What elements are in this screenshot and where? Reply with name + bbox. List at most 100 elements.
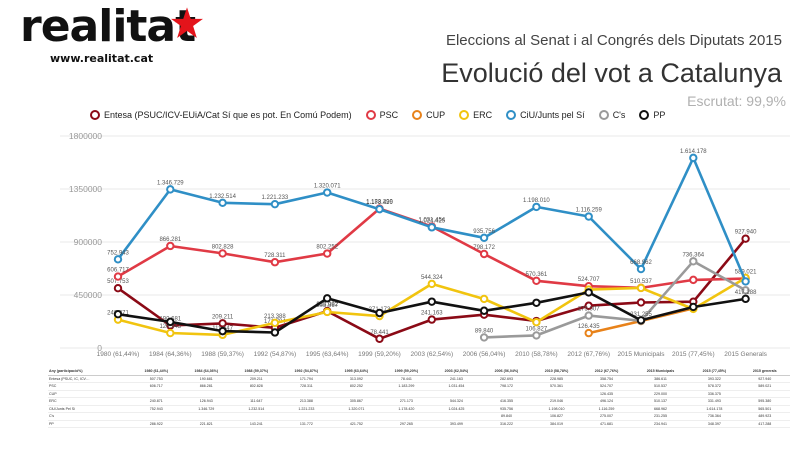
table-cell: 595.380 [739,397,790,406]
table-cell [739,390,790,398]
table-cell: 241.163 [431,375,482,383]
table-header-cell: 1995 (63,64%) [331,368,382,376]
data-label: 510.537 [630,279,652,285]
data-point-ciu [741,277,750,286]
table-cell: 507.753 [131,375,182,383]
data-label: 802.828 [212,244,234,250]
table-cell: 240.871 [131,397,182,406]
data-label: 544.324 [421,275,443,281]
data-point-erc [479,294,489,304]
table-header-cell: 2015 generals [739,368,790,376]
table-header-cell: 2010 (58,78%) [531,368,582,376]
table-cell [381,412,432,421]
data-point-entesa [218,319,227,328]
data-point-erc [166,328,175,338]
data-label: 570.361 [526,272,548,278]
table-cell [231,390,282,398]
data-label: 275.007 [578,307,600,313]
table-cell: 336.375 [689,390,740,398]
table-cell: 565.501 [739,405,790,413]
data-point-cs [584,311,593,320]
data-label: 1.346.729 [157,180,184,186]
chart-legend: Entesa (PSUC/ICV-EUiA/Cat Sí que es pot.… [90,110,679,120]
table-cell: 228.985 [531,375,582,383]
table-row: CUP 126.435 229.000 336.375 [48,390,790,398]
data-point-pp [166,317,175,327]
table-cell: CUP [48,390,132,398]
data-label: 305.867 [316,303,338,309]
table-cell: 1.178.420 [381,405,432,413]
x-tick-label: 1999 (59,20%) [358,351,401,358]
table-cell: 393.322 [689,375,740,383]
table-cell: 384.019 [531,420,582,428]
page-subtitle: Eleccions al Senat i al Congrés dels Dip… [445,32,782,49]
data-point-erc [427,279,436,289]
table-cell: 78.441 [381,375,432,383]
data-label: 1.320.071 [314,184,341,190]
data-label: 927.940 [735,230,757,236]
x-tick-label: 2015 Generals [724,351,767,358]
table-cell: 802.252 [331,382,382,391]
data-point-erc [636,283,646,293]
line-chart: 0 450000 900000 1350000 1800000 1980 (61,44%)… [60,131,790,358]
data-point-ciu [532,202,541,212]
table-cell: 416.355 [481,397,532,406]
data-point-pp [479,306,489,315]
data-point-ciu [636,264,646,274]
table-cell: 231.255 [631,412,690,421]
table-cell: 668.962 [631,405,690,413]
legend-swatch [365,110,376,120]
table-cell: 1.346.729 [181,405,232,413]
data-label: 106.827 [526,326,548,332]
data-point-ciu [166,185,175,194]
table-cell: 510.137 [631,397,690,406]
data-point-entesa [741,234,750,243]
data-point-pp [584,288,593,297]
table-cell: 798.172 [481,382,532,391]
data-label: 213.388 [264,314,286,320]
data-label: 668.962 [630,260,652,266]
legend-swatch [639,110,650,120]
y-tick-label: 1800000 [69,131,102,141]
legend-item-cup: CUP [412,110,445,120]
data-label: 1.614.178 [680,149,707,155]
table-header-row: Any (participació%) 1980 (61,44%) 1984 (64… [48,368,790,376]
legend-label: CUP [426,110,446,120]
legend-item-cs: C's [598,110,625,120]
data-point-pp [741,294,750,304]
x-tick-label: 1988 (59,37%) [201,351,244,358]
data-label: 1.198.010 [523,198,550,204]
table-cell [331,412,382,421]
data-point-ciu [689,153,698,163]
table-row: C's 89.840 106.827 275.007 231.255 736.364 489… [48,412,790,421]
data-label: 89.840 [475,328,494,334]
data-point-cs [741,286,750,295]
data-point-cup [584,328,593,338]
series-line-cs [484,260,747,339]
legend-item-psc: PSC [365,110,399,120]
table-cell: 316.222 [481,420,532,428]
data-point-cs [532,331,541,340]
table-cell [281,412,332,421]
table-row: CiU/Junts Pel Sí 752.943 1.346.729 1.232.51… [48,405,790,413]
table-cell: 489.923 [739,412,790,421]
data-label: 935.756 [473,229,495,235]
table-cell [381,390,432,398]
data-point-pp [270,328,280,337]
table-cell: 331.493 [689,397,740,406]
data-point-ciu [218,198,227,208]
table-cell [131,390,182,398]
legend-item-pp: PP [639,110,665,120]
table-cell: 313.092 [331,375,382,383]
table-cell: 89.840 [481,412,532,421]
table-cell: C's [48,412,132,421]
logo: realitat www.realitat.cat [20,4,196,66]
table-cell: 1.320.071 [331,405,382,413]
x-tick-label: 2015 (77,45%) [672,351,715,358]
table-cell: 1.232.514 [231,405,282,413]
data-point-ciu [479,233,489,242]
legend-label: PSC [379,110,399,120]
table-cell: 213.388 [281,397,332,406]
table-cell [181,412,232,421]
table-cell: ERC [48,397,132,406]
